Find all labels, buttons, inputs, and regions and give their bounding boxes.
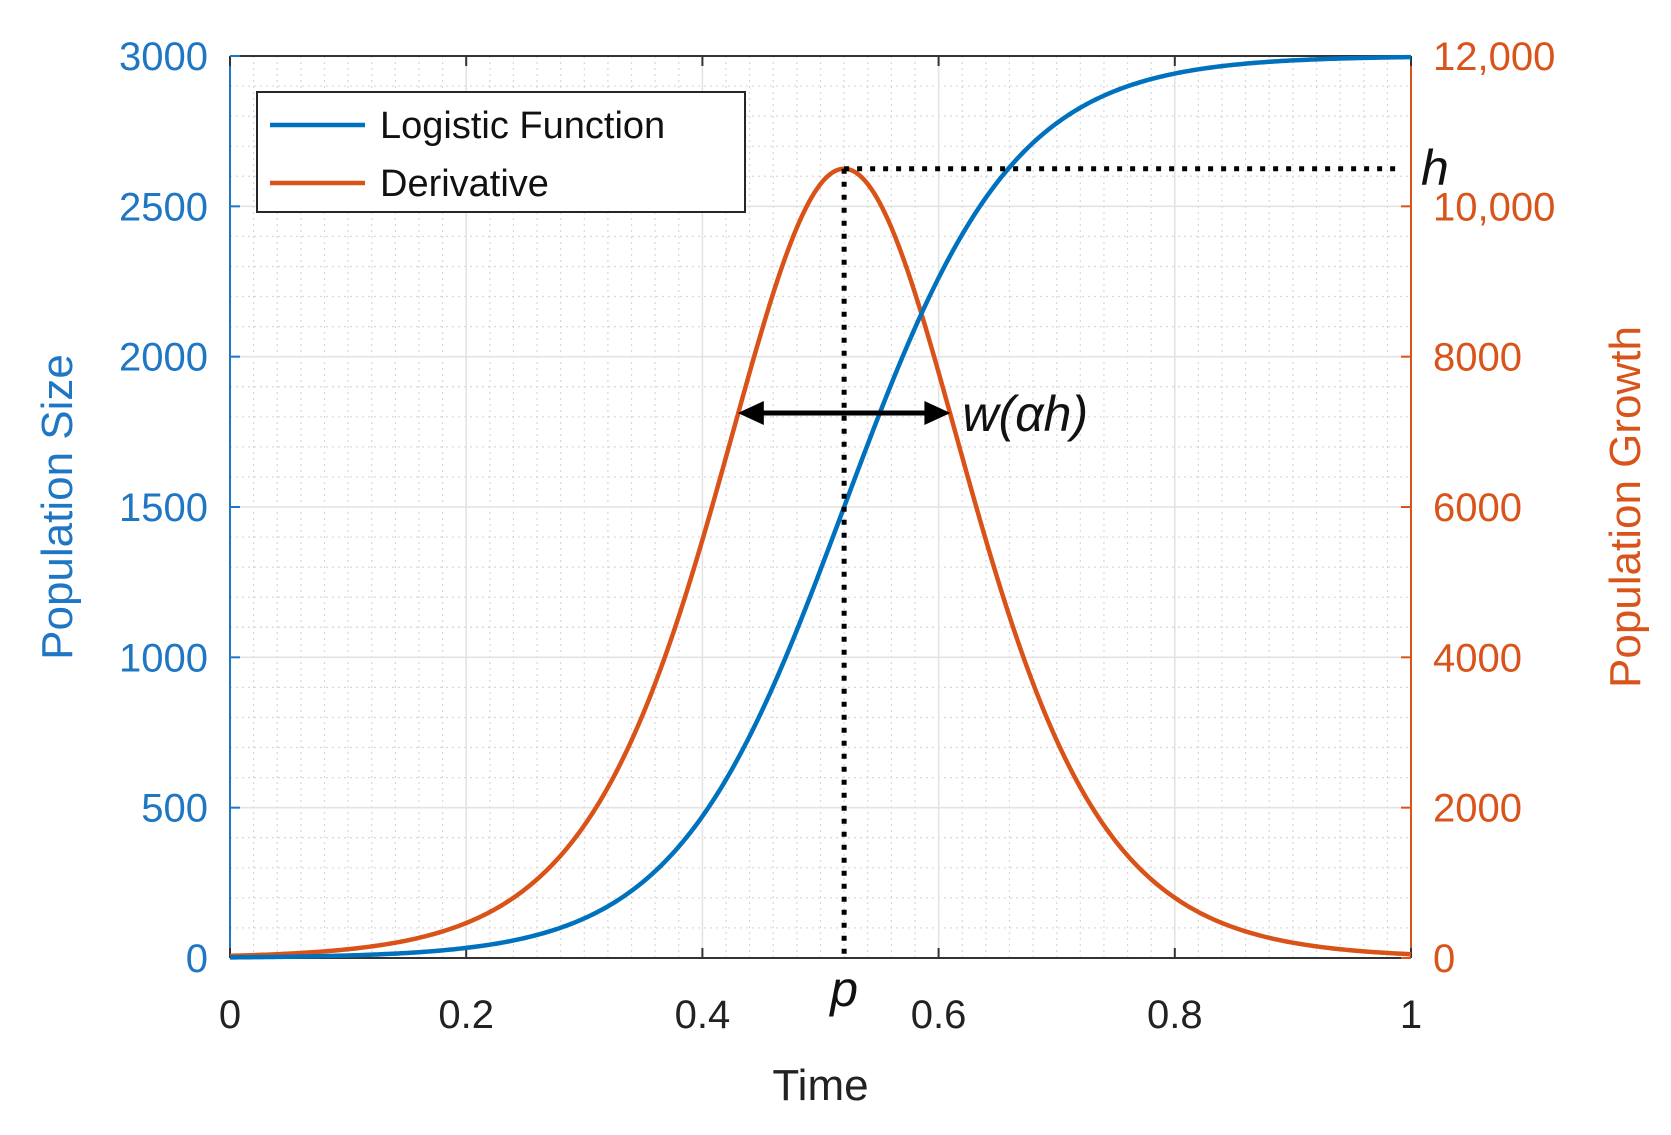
series-group (229, 54, 1412, 960)
y-left-tick-label: 3000 (119, 35, 208, 79)
y-left-tick-label: 0 (186, 937, 208, 981)
legend-label-derivative: Derivative (380, 163, 549, 205)
y-right-axis-title: Population Growth (1601, 326, 1650, 688)
y-right-tick-label: 4000 (1433, 636, 1522, 680)
y-right-tick-label: 6000 (1433, 486, 1522, 530)
y-left-tick-label: 1500 (119, 486, 208, 530)
x-tick-label: 0.2 (438, 993, 494, 1037)
x-tick-label: 1 (1400, 993, 1422, 1037)
peak-position-label: p (828, 961, 858, 1017)
y-right-tick-label: 10,000 (1433, 185, 1555, 229)
y-right-tick-label: 12,000 (1433, 35, 1555, 79)
width-arrow-head-left (737, 401, 764, 426)
x-tick-label: 0.8 (1147, 993, 1203, 1037)
series-line-logistic-function (229, 54, 1412, 960)
legend: Logistic Function Derivative (256, 91, 746, 213)
y-right-tick-label: 2000 (1433, 787, 1522, 831)
width-label: w(αh) (962, 386, 1088, 442)
y-left-tick-label: 2500 (119, 185, 208, 229)
legend-label-logistic-function: Logistic Function (380, 105, 665, 147)
width-arrow-head-right (924, 401, 951, 426)
annotations: h p w(αh) (737, 140, 1449, 1017)
tick-labels: 0 0.2 0.4 0.6 0.8 105001000150020002500300002… (119, 35, 1555, 1037)
y-right-tick-label: 0 (1433, 937, 1455, 981)
legend-box (256, 91, 746, 213)
x-tick-label: 0.6 (911, 993, 967, 1037)
y-left-axis-title: Population Size (33, 354, 82, 660)
y-left-tick-label: 1000 (119, 636, 208, 680)
x-tick-label: 0.4 (675, 993, 731, 1037)
peak-height-label: h (1421, 140, 1449, 196)
y-left-tick-label: 2000 (119, 336, 208, 380)
y-right-tick-label: 8000 (1433, 336, 1522, 380)
y-left-tick-label: 500 (141, 787, 208, 831)
x-axis-title: Time (772, 1061, 868, 1110)
x-tick-label: 0 (219, 993, 241, 1037)
series-line-derivative (229, 166, 1412, 959)
